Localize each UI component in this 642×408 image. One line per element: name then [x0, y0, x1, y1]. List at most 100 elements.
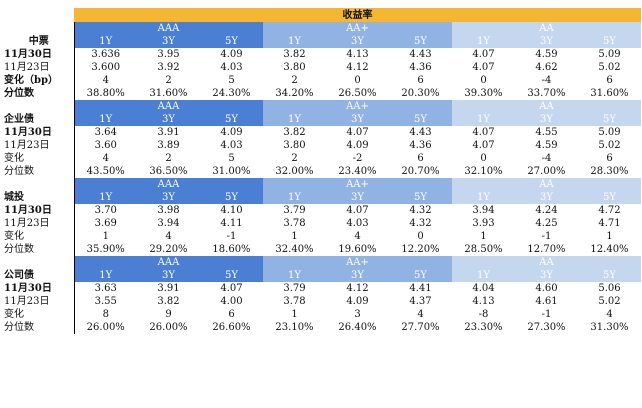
tenor-label: 1Y	[452, 113, 515, 126]
tenor-label: 5Y	[200, 269, 263, 282]
tenor-label: 1Y	[452, 35, 515, 48]
section-name: 中票	[2, 35, 75, 48]
value-cell: 3.60	[94, 140, 117, 151]
value-cell: 19.60%	[338, 244, 377, 255]
row-label: 11月23日	[2, 139, 75, 152]
rating-group-fill	[74, 256, 137, 269]
value-cell: 4	[165, 231, 172, 242]
row-label: 11月23日	[2, 61, 75, 74]
value-cell: 24.30%	[212, 88, 251, 99]
rating-group-fill	[452, 100, 515, 113]
value-cell: 3.91	[157, 127, 180, 138]
tenor-label: 3Y	[326, 113, 389, 126]
value-cell: 4.59	[535, 49, 558, 60]
table-row: 11月23日 3.55 3.82 4.00 3.78 4.09 4.37 4.13 4.61 5.…	[2, 295, 641, 308]
value-cell: 4.12	[346, 283, 369, 294]
value-cell: 3.55	[94, 296, 117, 307]
value-cell: 4.55	[535, 127, 558, 138]
tenor-label: 5Y	[200, 113, 263, 126]
value-cell: 12.70%	[527, 244, 566, 255]
value-cell: 3.78	[283, 296, 306, 307]
rating-group-aaa: AAA	[137, 256, 200, 269]
value-cell: 4.07	[472, 127, 495, 138]
value-cell: 4.37	[409, 296, 432, 307]
value-cell: 4.43	[409, 49, 432, 60]
rating-group-aaplus: AA+	[326, 178, 389, 191]
value-cell: 12.20%	[401, 244, 440, 255]
row-label: 变化（bp）	[2, 74, 75, 87]
value-cell: 0	[354, 75, 361, 86]
tenor-label: 3Y	[137, 113, 200, 126]
value-cell: 23.30%	[464, 322, 503, 333]
value-cell: 6	[606, 75, 613, 86]
tenor-label: 1Y	[263, 113, 326, 126]
table-row: 分位数 35.90% 29.20% 18.60% 32.40% 19.60% 12.20% 2…	[2, 243, 641, 256]
rating-group-fill	[389, 100, 452, 113]
value-cell: 4.36	[409, 62, 432, 73]
tenor-label: 5Y	[578, 35, 641, 48]
rating-group-aa: AA	[515, 256, 578, 269]
value-cell: 31.00%	[212, 166, 251, 177]
table-row: 变化（bp） 4 2 5 2 0 6 0 -4 6	[2, 74, 641, 87]
table-row: 变化 4 2 5 2 -2 6 0 -4 6	[2, 152, 641, 165]
value-cell: 33.70%	[527, 88, 566, 99]
rating-group-fill	[263, 22, 326, 35]
value-cell: 4.62	[535, 62, 558, 73]
value-cell: 5.02	[598, 140, 621, 151]
section-name: 公司债	[2, 269, 75, 282]
value-cell: 31.30%	[590, 322, 629, 333]
tenor-label: 3Y	[326, 269, 389, 282]
tenor-label: 3Y	[137, 35, 200, 48]
rating-group-fill	[74, 178, 137, 191]
rating-group-fill	[74, 22, 137, 35]
value-cell: 9	[165, 309, 172, 320]
row-label: 变化	[2, 230, 75, 243]
value-cell: 5.06	[598, 283, 621, 294]
yield-title: 收益率	[74, 8, 641, 22]
value-cell: 4.11	[220, 218, 243, 229]
rating-group-fill	[200, 178, 263, 191]
value-cell: 26.60%	[212, 322, 251, 333]
value-cell: 3.89	[157, 140, 180, 151]
tenor-label: 1Y	[74, 35, 137, 48]
value-cell: 39.30%	[464, 88, 503, 99]
value-cell: 3.80	[283, 62, 306, 73]
value-cell: 4.41	[409, 283, 432, 294]
table-row: 11月23日 3.600 3.92 4.03 3.80 4.12 4.36 4.07 4.62 5…	[2, 61, 641, 74]
value-cell: 2	[165, 75, 172, 86]
group-header-row: AAA AA+ AA	[2, 100, 641, 113]
value-cell: 4.12	[346, 62, 369, 73]
rating-group-fill	[263, 178, 326, 191]
value-cell: 4.03	[220, 62, 243, 73]
rating-group-aaplus: AA+	[326, 22, 389, 35]
tenor-label: 3Y	[515, 35, 578, 48]
value-cell: 4.07	[472, 49, 495, 60]
row-label: 变化	[2, 308, 75, 321]
rating-group-aaa: AAA	[137, 22, 200, 35]
rating-group-fill	[389, 178, 452, 191]
value-cell: 5.02	[598, 296, 621, 307]
value-cell: 4.25	[535, 218, 558, 229]
value-cell: 8	[102, 309, 109, 320]
value-cell: 35.90%	[86, 244, 125, 255]
value-cell: 4.07	[346, 205, 369, 216]
rating-group-fill	[578, 100, 641, 113]
tenor-label: 5Y	[200, 35, 263, 48]
value-cell: 4.32	[409, 205, 432, 216]
rating-group-aaplus: AA+	[326, 256, 389, 269]
value-cell: 26.00%	[149, 322, 188, 333]
value-cell: 4	[102, 153, 109, 164]
rating-group-fill	[389, 22, 452, 35]
rating-group-fill	[389, 256, 452, 269]
tenor-label: 5Y	[389, 191, 452, 204]
value-cell: 6	[606, 153, 613, 164]
value-cell: 4.43	[409, 127, 432, 138]
value-cell: 27.30%	[527, 322, 566, 333]
section-header-blank	[2, 22, 75, 35]
tenor-label: 1Y	[74, 269, 137, 282]
tenor-label: 5Y	[389, 113, 452, 126]
tenor-label: 5Y	[200, 191, 263, 204]
rating-group-fill	[452, 22, 515, 35]
value-cell: -2	[352, 153, 363, 164]
rating-group-fill	[263, 256, 326, 269]
